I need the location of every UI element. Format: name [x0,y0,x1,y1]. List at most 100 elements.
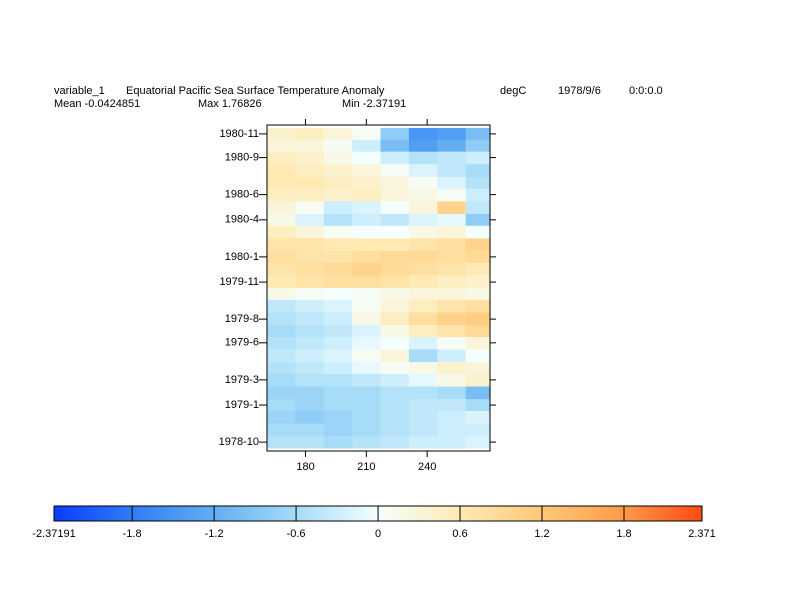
heatmap-cell [352,213,382,227]
units: degC [500,85,526,97]
heatmap-cell [380,436,410,449]
heatmap-cell [380,275,410,289]
heatmap-cell [352,436,382,449]
heatmap-cell [408,423,438,437]
heatmap-cell [380,336,410,350]
heatmap-cell [437,225,467,239]
heatmap-cell [295,336,325,350]
y-tick-label: 1978-10 [219,436,259,448]
heatmap-cell [323,213,353,227]
heatmap-cell [437,164,467,178]
heatmap-cell [380,399,410,412]
heatmap-cell [267,399,296,412]
heatmap-cell [352,349,382,363]
heatmap-cell [465,362,491,375]
heatmap-cell [380,373,410,388]
heatmap-cell [267,225,296,239]
heatmap-cell [465,410,491,425]
heatmap-cell [295,362,325,375]
heatmap-cell [465,325,491,338]
y-tick-label: 1980-9 [225,152,259,164]
heatmap-cell [267,423,296,437]
heatmap-cell [437,336,467,350]
heatmap-cell [380,349,410,363]
heatmap-cell [295,238,325,252]
heatmap-cell [267,275,296,289]
colorbar-tick-label: 0 [375,528,381,540]
heatmap-cell [408,325,438,338]
heatmap-cell [465,188,491,202]
heatmap-cell [352,362,382,375]
heatmap-cell [352,373,382,388]
heatmap-cell [408,127,438,141]
heatmap-cell [465,225,491,239]
heatmap-cell [380,386,410,400]
y-tick-label: 1979-6 [225,337,259,349]
heatmap-cell [267,436,296,449]
heatmap-cell [267,139,296,153]
heatmap-cell [323,386,353,400]
heatmap-cell [465,151,491,165]
heatmap-cell [267,188,296,202]
heatmap-cell [408,362,438,375]
heatmap-cell [465,139,491,153]
heatmap-cell [323,423,353,437]
date: 1978/9/6 [558,85,601,97]
heatmap-cell [352,250,382,264]
heatmap-cell [323,262,353,276]
heatmap-cell [437,362,467,375]
heatmap-cell [323,288,353,301]
heatmap-cell [380,188,410,202]
heatmap-cell [437,288,467,301]
heatmap-cell [380,164,410,178]
heatmap-cell [380,312,410,326]
heatmap-cell [465,250,491,264]
heatmap-cell [352,151,382,165]
heatmap-cell [323,362,353,375]
heatmap-cell [323,373,353,388]
heatmap-cell [267,336,296,350]
colorbar-tick-label: -1.8 [123,528,142,540]
y-tick-label: 1980-11 [219,128,259,140]
heatmap-cell [408,299,438,313]
heatmap-cell [408,201,438,215]
heatmap-cell [295,250,325,264]
heatmap-cell [465,386,491,400]
heatmap-cell [323,299,353,313]
colorbar-tick-label: 0.6 [452,528,467,540]
heatmap-cell [380,325,410,338]
heatmap-cell [267,250,296,264]
heatmap-cell [437,127,467,141]
heatmap-cell [408,373,438,388]
heatmap-cell [323,201,353,215]
heatmap-cell [465,423,491,437]
heatmap-cell [295,436,325,449]
heatmap-cell [352,423,382,437]
heatmap-cell [267,386,296,400]
heatmap-cell [267,410,296,425]
heatmap-cell [380,151,410,165]
heatmap-cell [408,139,438,153]
heatmap-cell [295,399,325,412]
heatmap-cell [267,312,296,326]
heatmap-cell [437,176,467,190]
y-tick-label: 1979-11 [219,276,259,288]
heatmap-cell [437,349,467,363]
x-tick-label: 180 [296,461,314,473]
heatmap-cell [408,238,438,252]
heatmap-cell [465,127,491,141]
heatmap-cell [437,188,467,202]
heatmap-cell [437,436,467,449]
heatmap-cell [323,176,353,190]
heatmap-cell [465,349,491,363]
mean-label: Mean -0.0424851 [54,98,140,110]
heatmap-cell [295,151,325,165]
heatmap-cell [352,262,382,276]
heatmap-cell [465,201,491,215]
heatmap-cell [408,250,438,264]
heatmap-cell [323,139,353,153]
heatmap-cell [352,399,382,412]
heatmap-cell [267,127,296,141]
heatmap-cell [437,151,467,165]
